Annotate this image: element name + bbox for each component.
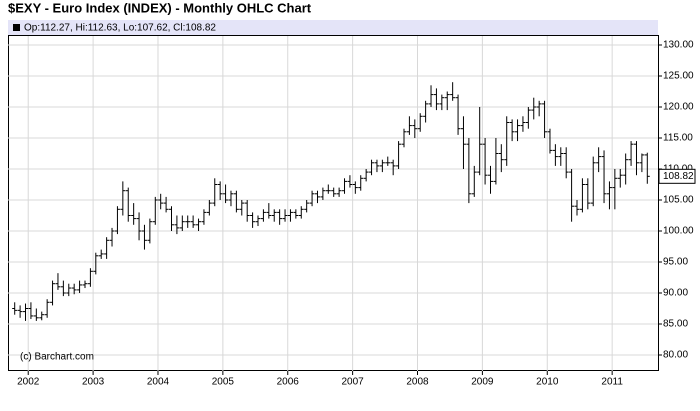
y-tick-label: 105.00: [663, 195, 694, 206]
y-tick-label: 115.00: [663, 133, 693, 144]
x-tick-label: 2011: [601, 377, 623, 388]
info-icon: [13, 24, 20, 31]
last-price-label: 108.82: [663, 171, 694, 182]
info-bar: [8, 20, 658, 35]
plot-frame: [8, 35, 659, 371]
x-tick-label: 2006: [277, 377, 300, 388]
chart-title: $EXY - Euro Index (INDEX) - Monthly OHLC…: [8, 0, 312, 15]
x-tick-label: 2002: [17, 377, 40, 388]
x-tick-label: 2003: [82, 377, 105, 388]
y-tick-label: 125.00: [663, 71, 694, 82]
y-tick-label: 120.00: [663, 102, 694, 113]
x-tick-label: 2004: [147, 377, 170, 388]
y-tick-label: 95.00: [663, 257, 688, 268]
y-tick-label: 80.00: [663, 350, 688, 361]
x-tick-label: 2005: [212, 377, 235, 388]
y-tick-label: 90.00: [663, 288, 688, 299]
x-tick-label: 2008: [406, 377, 429, 388]
x-tick-label: 2009: [471, 377, 494, 388]
x-tick-label: 2010: [536, 377, 559, 388]
last-price-box: [658, 168, 696, 184]
y-tick-label: 85.00: [663, 319, 688, 330]
y-tick-label: 100.00: [663, 226, 694, 237]
y-tick-label: 130.00: [663, 40, 694, 51]
x-tick-label: 2007: [342, 377, 365, 388]
credit: (c) Barchart.com: [20, 352, 94, 363]
info-text: Op:112.27, Hi:112.63, Lo:107.62, Cl:108.…: [24, 23, 216, 34]
bars: [12, 82, 650, 321]
